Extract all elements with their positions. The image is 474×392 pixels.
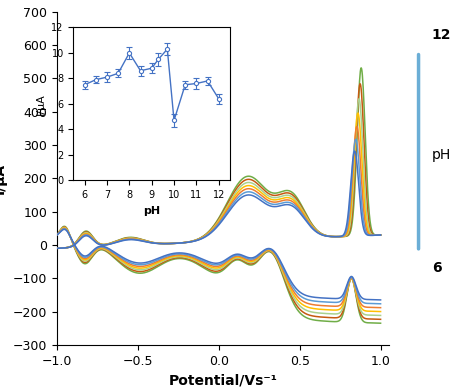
X-axis label: pH: pH [143,205,160,216]
Text: 12: 12 [432,28,451,42]
Y-axis label: I/μA: I/μA [0,163,7,194]
Text: pH: pH [432,148,451,162]
X-axis label: Potential/Vs⁻¹: Potential/Vs⁻¹ [168,373,277,387]
Text: 6: 6 [432,261,441,275]
Y-axis label: I/μA: I/μA [36,93,46,115]
